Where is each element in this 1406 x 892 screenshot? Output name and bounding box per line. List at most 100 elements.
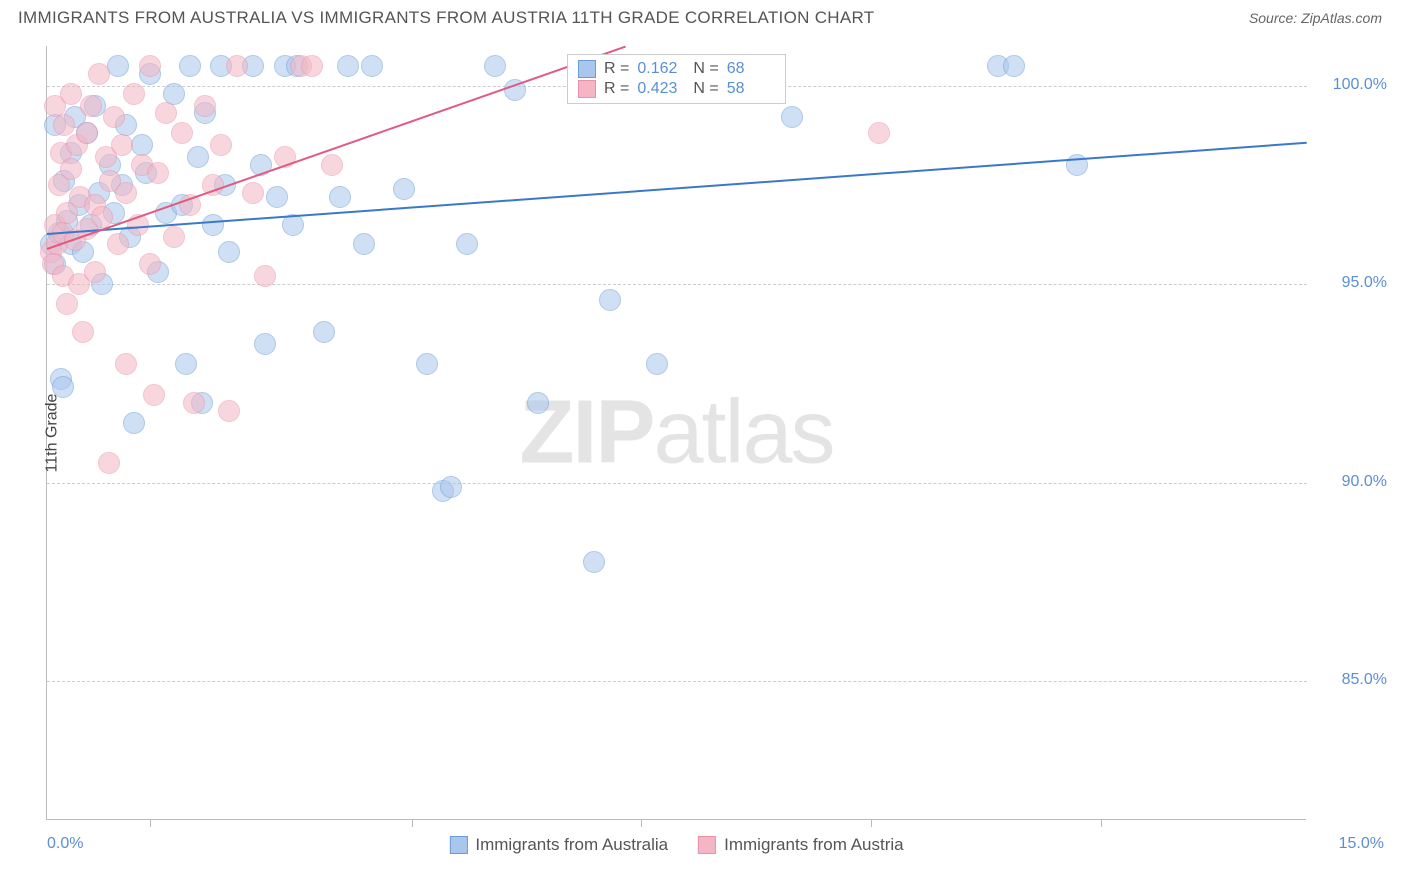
y-tick-label: 100.0% (1317, 76, 1387, 94)
scatter-point-austria (60, 158, 82, 180)
scatter-point-australia (187, 146, 209, 168)
scatter-point-australia (266, 186, 288, 208)
scatter-point-australia (202, 214, 224, 236)
scatter-point-australia (52, 376, 74, 398)
source-name: ZipAtlas.com (1301, 10, 1382, 26)
x-tick (1101, 819, 1102, 827)
bottom-legend-item-australia: Immigrants from Australia (449, 835, 668, 855)
scatter-point-austria (210, 134, 232, 156)
r-value: 0.162 (637, 60, 685, 78)
trendline-australia (47, 141, 1307, 234)
scatter-point-austria (868, 122, 890, 144)
bottom-legend: Immigrants from Australia Immigrants from… (449, 835, 903, 855)
scatter-point-austria (107, 233, 129, 255)
scatter-point-australia (353, 233, 375, 255)
scatter-point-australia (123, 412, 145, 434)
scatter-point-austria (91, 206, 113, 228)
source-prefix: Source: (1249, 10, 1301, 26)
scatter-point-australia (313, 321, 335, 343)
scatter-point-austria (242, 182, 264, 204)
scatter-point-austria (111, 134, 133, 156)
scatter-point-australia (527, 392, 549, 414)
legend-rn-row-austria: R = 0.423 N = 58 (578, 79, 775, 99)
y-axis-title: 11th Grade (43, 393, 61, 472)
y-tick-label: 95.0% (1317, 274, 1387, 292)
scatter-point-austria (84, 261, 106, 283)
legend-swatch-austria (698, 836, 716, 854)
scatter-point-australia (131, 134, 153, 156)
scatter-point-austria (103, 106, 125, 128)
watermark-atlas: atlas (653, 382, 833, 482)
bottom-legend-item-austria: Immigrants from Austria (698, 835, 904, 855)
scatter-point-austria (115, 182, 137, 204)
scatter-point-australia (329, 186, 351, 208)
legend-swatch-australia (449, 836, 467, 854)
scatter-point-austria (139, 55, 161, 77)
scatter-point-australia (646, 353, 668, 375)
scatter-point-australia (599, 289, 621, 311)
scatter-point-austria (171, 122, 193, 144)
r-value: 0.423 (637, 80, 685, 98)
scatter-point-austria (123, 83, 145, 105)
scatter-point-australia (361, 55, 383, 77)
scatter-point-australia (583, 551, 605, 573)
scatter-point-austria (60, 83, 82, 105)
scatter-point-australia (440, 476, 462, 498)
scatter-point-austria (53, 114, 75, 136)
legend-label: Immigrants from Austria (724, 835, 904, 855)
n-label: N = (693, 80, 718, 98)
legend-rn-box: R = 0.162 N = 68 R = 0.423 N = 58 (567, 54, 786, 104)
n-value: 58 (727, 80, 775, 98)
legend-swatch-australia (578, 60, 596, 78)
scatter-point-australia (484, 55, 506, 77)
gridline (47, 284, 1307, 285)
scatter-point-australia (393, 178, 415, 200)
y-tick-label: 85.0% (1317, 671, 1387, 689)
scatter-point-austria (115, 353, 137, 375)
scatter-point-austria (183, 392, 205, 414)
n-label: N = (693, 60, 718, 78)
x-tick (871, 819, 872, 827)
scatter-point-austria (321, 154, 343, 176)
legend-rn-row-australia: R = 0.162 N = 68 (578, 59, 775, 79)
x-tick (641, 819, 642, 827)
scatter-point-australia (175, 353, 197, 375)
scatter-point-austria (76, 122, 98, 144)
scatter-point-australia (337, 55, 359, 77)
plot-wrap: 11th Grade ZIPatlas 0.0% 15.0% Immigrant… (46, 46, 1390, 820)
scatter-point-austria (143, 384, 165, 406)
scatter-point-austria (56, 293, 78, 315)
scatter-point-australia (416, 353, 438, 375)
x-axis-max-label: 15.0% (1339, 835, 1384, 853)
chart-title: IMMIGRANTS FROM AUSTRALIA VS IMMIGRANTS … (18, 8, 874, 28)
scatter-point-austria (155, 102, 177, 124)
scatter-point-austria (254, 265, 276, 287)
legend-label: Immigrants from Australia (475, 835, 668, 855)
source-attribution: Source: ZipAtlas.com (1249, 10, 1382, 26)
scatter-point-austria (80, 95, 102, 117)
r-label: R = (604, 60, 629, 78)
scatter-point-austria (88, 63, 110, 85)
scatter-point-australia (107, 55, 129, 77)
scatter-point-australia (179, 55, 201, 77)
scatter-point-austria (218, 400, 240, 422)
legend-swatch-austria (578, 80, 596, 98)
scatter-point-austria (226, 55, 248, 77)
r-label: R = (604, 80, 629, 98)
scatter-point-australia (254, 333, 276, 355)
gridline (47, 483, 1307, 484)
x-axis-min-label: 0.0% (47, 835, 83, 853)
plot-area: 11th Grade ZIPatlas 0.0% 15.0% Immigrant… (46, 46, 1306, 820)
scatter-point-australia (456, 233, 478, 255)
watermark: ZIPatlas (519, 381, 833, 484)
x-tick (412, 819, 413, 827)
scatter-point-austria (72, 321, 94, 343)
x-tick (150, 819, 151, 827)
scatter-point-australia (218, 241, 240, 263)
n-value: 68 (727, 60, 775, 78)
y-tick-label: 90.0% (1317, 473, 1387, 491)
scatter-point-austria (139, 253, 161, 275)
scatter-point-australia (1003, 55, 1025, 77)
scatter-point-austria (163, 226, 185, 248)
chart-header: IMMIGRANTS FROM AUSTRALIA VS IMMIGRANTS … (0, 0, 1406, 32)
